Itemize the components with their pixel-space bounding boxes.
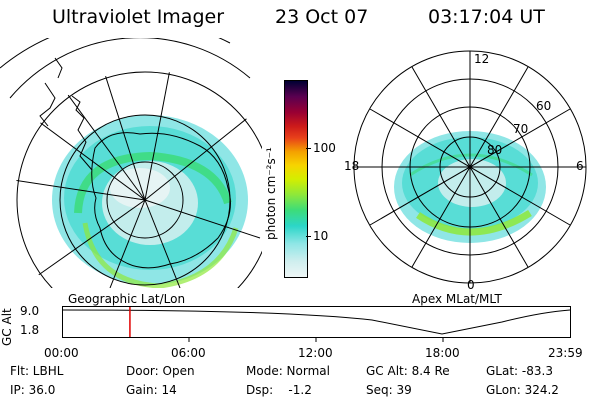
time-tick-06: 06:00	[171, 346, 206, 360]
altitude-curve	[62, 309, 571, 335]
time-tick-00: 00:00	[44, 346, 79, 360]
altitude-plot-frame	[62, 306, 571, 338]
mlt-label-12: 12	[474, 52, 489, 66]
seq-value: Seq: 39	[366, 383, 412, 397]
gain-value: Gain: 14	[126, 383, 177, 397]
gc-alt-axis-label: GC Alt	[0, 308, 14, 346]
apex-grid	[353, 50, 587, 284]
time-tick-18: 18:00	[425, 346, 460, 360]
colorbar-tick-100	[306, 148, 311, 149]
colorbar-unit-label: photon cm⁻²s⁻¹	[264, 147, 278, 240]
geographic-map	[0, 38, 262, 288]
dsp-value: Dsp: -1.2	[246, 383, 312, 397]
apex-polar-map: 12 18 6 0 60 70 80	[344, 50, 587, 290]
mlat-label-60: 60	[536, 99, 551, 113]
geographic-grid	[15, 70, 262, 288]
ip-value: IP: 36.0	[10, 383, 56, 397]
filter-value: Flt: LBHL	[10, 364, 64, 378]
time-tick-12: 12:00	[298, 346, 333, 360]
mlat-label-70: 70	[513, 122, 528, 136]
gc-alt-tick-9: 9.0	[20, 304, 40, 318]
colorbar-label-100: 100	[313, 141, 336, 155]
gc-alt-value: GC Alt: 8.4 Re	[366, 364, 450, 378]
mlt-label-0: 0	[467, 278, 475, 290]
observation-date: 23 Oct 07	[275, 6, 369, 28]
coastline-outline	[39, 57, 231, 269]
geographic-outer-arcs	[0, 38, 251, 99]
mlt-label-18: 18	[344, 159, 359, 173]
colorbar-label-10: 10	[313, 229, 329, 243]
glat-value: GLat: -83.3	[486, 364, 553, 378]
glon-value: GLon: 324.2	[486, 383, 559, 397]
colorbar-tick-10	[306, 236, 311, 237]
mlat-label-80: 80	[487, 143, 502, 157]
altitude-strip-plot	[62, 306, 571, 342]
gc-alt-tick-1-8: 1.8	[20, 323, 40, 337]
mode-value: Mode: Normal	[246, 364, 330, 378]
apex-map-caption: Apex MLat/MLT	[412, 292, 502, 306]
geographic-map-caption: Geographic Lat/Lon	[68, 292, 186, 306]
page-title: Ultraviolet Imager	[52, 6, 225, 28]
colorbar	[284, 80, 308, 278]
mlt-label-6: 6	[576, 159, 584, 173]
time-tick-2359: 23:59	[548, 346, 583, 360]
observation-time: 03:17:04 UT	[428, 6, 545, 28]
door-value: Door: Open	[126, 364, 195, 378]
